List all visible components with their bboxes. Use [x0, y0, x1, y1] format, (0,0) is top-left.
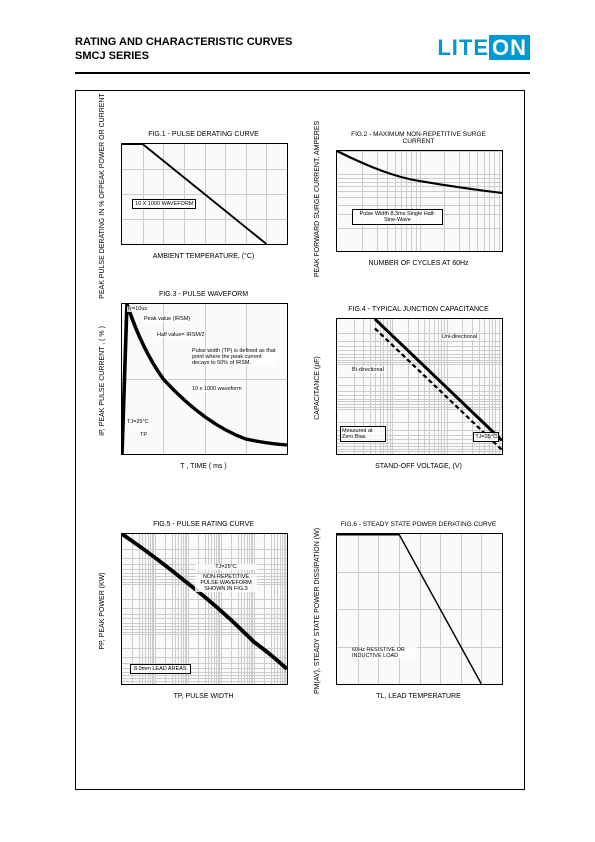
- fig4-annot1: Uni-directional: [442, 334, 477, 340]
- title-line-2: SMCJ SERIES: [75, 50, 149, 62]
- fig6-ylabel: PM(AV), STEADY STATE POWER DISSIPATION (…: [314, 527, 321, 693]
- fig1-title: FIG.1 - PULSE DERATING CURVE: [121, 131, 286, 138]
- fig5-plot: TJ=25°C NON-REPETITIVE PULSE WAVEFORM SH…: [121, 533, 288, 685]
- fig4-annot2: Bi-directional: [352, 367, 384, 373]
- fig3-chart: FIG.3 - PULSE WAVEFORM IP, PEAK PULSE CU…: [121, 291, 286, 470]
- charts-frame: FIG.1 - PULSE DERATING CURVE PEAK PULSE …: [75, 90, 525, 790]
- fig3-annot6: TJ=25°C: [127, 419, 149, 425]
- fig2-annotation: Pulse Width 8.3ms Single Half-Sine-Wave: [352, 209, 443, 225]
- fig2-title: FIG.2 - MAXIMUM NON-REPETITIVE SURGE CUR…: [336, 131, 501, 145]
- logo-right: ON: [489, 35, 530, 60]
- fig3-xlabel: T , TIME ( ms ): [121, 463, 286, 470]
- fig3-plot: Tr=10us Peak value (IRSM) Half value= IR…: [121, 303, 288, 455]
- fig4-ylabel: CAPACITANCE (pF): [314, 356, 321, 420]
- fig2-xlabel: NUMBER OF CYCLES AT 60Hz: [336, 260, 501, 267]
- fig3-annot1: Tr=10us: [127, 306, 147, 312]
- fig6-plot: 60Hz RESISTIVE OR INDUCTIVE LOAD 0 25 50…: [336, 533, 503, 685]
- fig1-plot: 10 X 1000 WAVEFORM 0 25 50 75 100 125 15…: [121, 143, 288, 245]
- fig1-ylabel: PEAK PULSE DERATING IN % OFPEAK POWER OR…: [99, 93, 106, 299]
- fig1-xlabel: AMBIENT TEMPERATURE, (°C): [121, 253, 286, 260]
- fig4-annot3: Measured at Zero Bias: [340, 426, 386, 442]
- fig2-curve: [337, 151, 502, 251]
- logo-left: LITE: [437, 35, 489, 60]
- fig1-curve: [122, 144, 287, 244]
- fig5-annot2: NON-REPETITIVE PULSE WAVEFORM SHOWN IN F…: [195, 574, 257, 592]
- fig3-ylabel: IP, PEAK PULSE CURRENT , ( % ): [99, 326, 106, 436]
- fig6-chart: FIG.6 - STEADY STATE POWER DERATING CURV…: [336, 521, 501, 700]
- fig4-xlabel: STAND-OFF VOLTAGE, (V): [336, 463, 501, 470]
- fig5-ylabel: PP, PEAK POWER (KW): [99, 572, 106, 649]
- fig6-title: FIG.6 - STEADY STATE POWER DERATING CURV…: [336, 521, 501, 528]
- fig4-annot4: TJ=25°C: [473, 432, 499, 442]
- fig4-title: FIG.4 - TYPICAL JUNCTION CAPACITANCE: [336, 306, 501, 313]
- fig5-xlabel: TP, PULSE WIDTH: [121, 693, 286, 700]
- fig3-annot3: Half value= IRSM/2: [157, 332, 205, 338]
- fig5-annot3: 8.0mm LEAD AREAS: [130, 664, 191, 674]
- fig6-annotation: 60Hz RESISTIVE OR INDUCTIVE LOAD: [352, 647, 417, 659]
- fig4-plot: Uni-directional Bi-directional Measured …: [336, 318, 503, 455]
- fig4-chart: FIG.4 - TYPICAL JUNCTION CAPACITANCE CAP…: [336, 306, 501, 470]
- fig3-annot7: TP: [140, 432, 147, 438]
- fig3-annot2: Peak value (IRSM): [144, 316, 190, 322]
- fig6-xlabel: TL, LEAD TEMPERATURE: [336, 693, 501, 700]
- fig1-chart: FIG.1 - PULSE DERATING CURVE PEAK PULSE …: [121, 131, 286, 260]
- fig6-curve: [337, 534, 502, 684]
- fig5-chart: FIG.5 - PULSE RATING CURVE PP, PEAK POWE…: [121, 521, 286, 700]
- liteon-logo: LITEON: [437, 35, 530, 61]
- header-divider: [75, 72, 530, 74]
- page-header: RATING AND CHARACTERISTIC CURVES SMCJ SE…: [75, 35, 530, 64]
- fig3-annot5: 10 x 1000 waveform: [192, 386, 242, 392]
- fig5-title: FIG.5 - PULSE RATING CURVE: [121, 521, 286, 528]
- fig2-plot: Pulse Width 8.3ms Single Half-Sine-Wave …: [336, 150, 503, 252]
- fig5-curve: [122, 534, 287, 684]
- fig1-annotation: 10 X 1000 WAVEFORM: [132, 199, 196, 209]
- page-title: RATING AND CHARACTERISTIC CURVES SMCJ SE…: [75, 35, 292, 64]
- fig2-chart: FIG.2 - MAXIMUM NON-REPETITIVE SURGE CUR…: [336, 131, 501, 267]
- fig2-ylabel: PEAK FORWARD SURGE CURRENT, AMPERES: [314, 121, 321, 277]
- fig3-annot4: Pulse width (TP) is defined as that poin…: [192, 348, 277, 366]
- fig5-annot1: TJ=25°C: [195, 564, 257, 570]
- fig3-title: FIG.3 - PULSE WAVEFORM: [121, 291, 286, 298]
- title-line-1: RATING AND CHARACTERISTIC CURVES: [75, 36, 292, 48]
